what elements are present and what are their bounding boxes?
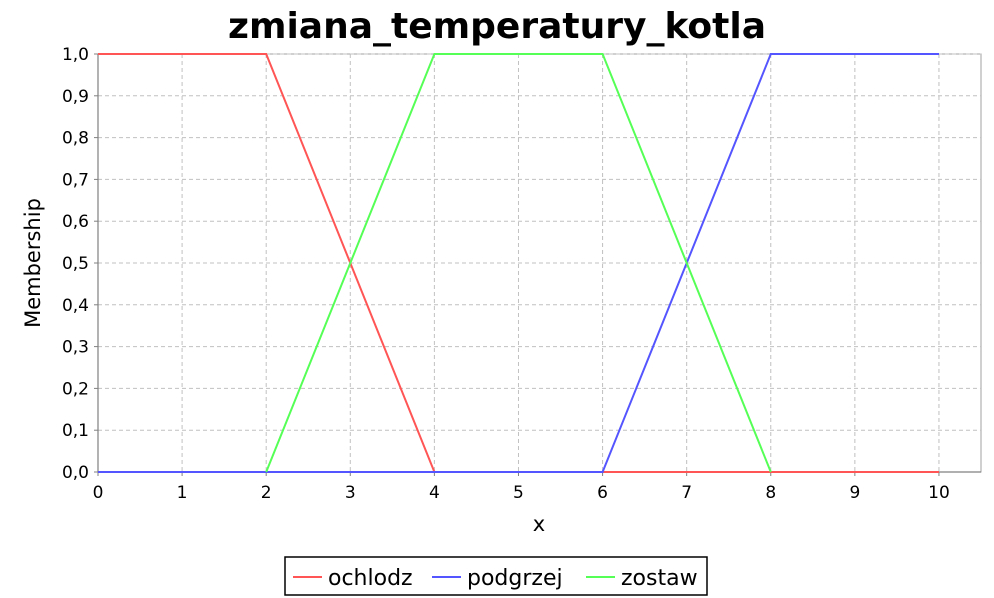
y-tick-label: 0,2 <box>62 379 89 399</box>
y-tick-label: 0,9 <box>62 87 89 107</box>
x-tick-label: 7 <box>681 483 692 503</box>
legend-box <box>284 556 708 596</box>
x-tick-label: 5 <box>513 483 524 503</box>
x-tick-label: 3 <box>345 483 356 503</box>
legend-label-podgrzej: podgrzej <box>467 566 563 591</box>
legend-label-zostaw: zostaw <box>621 566 698 591</box>
y-tick-label: 0,6 <box>62 212 89 232</box>
y-tick-label: 0,5 <box>62 254 89 274</box>
x-tick-label: 8 <box>765 483 776 503</box>
y-axis-label: Membership <box>21 198 45 328</box>
x-tick-label: 10 <box>928 483 950 503</box>
x-tick-label: 6 <box>597 483 608 503</box>
y-tick-label: 0,0 <box>62 463 89 483</box>
series-line-zostaw <box>265 53 772 473</box>
y-tick-label: 1,0 <box>62 45 89 65</box>
chart-title: zmiana_temperatury_kotla <box>228 6 766 47</box>
x-tick-label: 1 <box>177 483 188 503</box>
y-tick-label: 0,3 <box>62 338 89 358</box>
y-tick-label: 0,7 <box>62 170 89 190</box>
x-tick-label: 9 <box>849 483 860 503</box>
legend: ochlodz podgrzej zostaw <box>284 556 708 596</box>
legend-label-ochlodz: ochlodz <box>328 566 413 591</box>
series-lines <box>98 53 939 473</box>
x-tick-label: 2 <box>261 483 272 503</box>
x-tick-label: 4 <box>429 483 440 503</box>
x-axis-label: x <box>533 512 545 536</box>
y-tick-label: 0,4 <box>62 296 89 316</box>
x-tick-label: 0 <box>93 483 104 503</box>
y-tick-label: 0,8 <box>62 129 89 149</box>
y-tick-label: 0,1 <box>62 421 89 441</box>
